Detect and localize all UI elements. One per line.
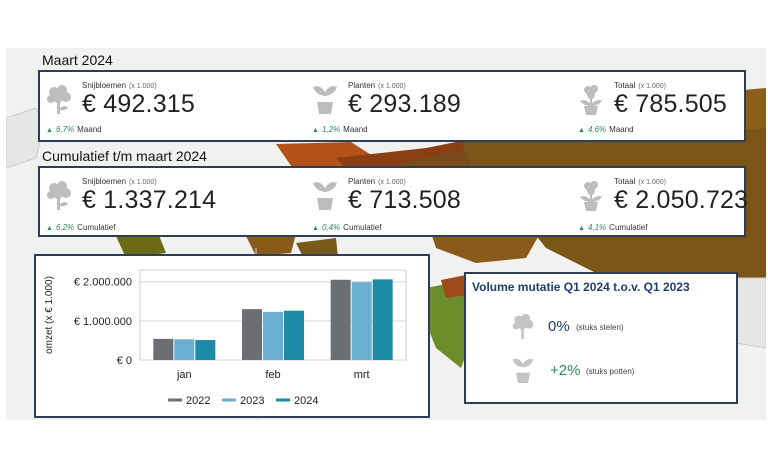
volume-row-potten: +2% (stuks potten) bbox=[510, 354, 710, 388]
volume-mutation-panel: Volume mutatie Q1 2024 t.o.v. Q1 2023 0%… bbox=[464, 272, 738, 404]
kpi-unit: (x 1.000) bbox=[129, 83, 157, 90]
bar-feb-2023 bbox=[263, 311, 283, 360]
potted-plant-icon bbox=[310, 178, 340, 212]
x-tick-label: feb bbox=[265, 369, 280, 381]
flower-icon bbox=[44, 178, 74, 212]
flower-icon bbox=[44, 82, 74, 116]
kpi-delta-pct: 6,7% bbox=[55, 125, 75, 134]
x-tick-label: mrt bbox=[354, 369, 370, 381]
bar-feb-2022 bbox=[242, 309, 262, 360]
y-tick-label: € 0 bbox=[117, 355, 132, 367]
kpi-delta-pct: 1,2% bbox=[321, 125, 341, 134]
kpi-label: Snijbloemen bbox=[82, 81, 127, 90]
flower-and-plant-icon bbox=[576, 178, 606, 212]
bar-jan-2023 bbox=[174, 339, 195, 360]
kpi-value: € 713.508 bbox=[348, 186, 462, 214]
flower-and-plant-icon bbox=[576, 82, 606, 116]
flower-icon bbox=[510, 310, 536, 342]
kpi-label: Snijbloemen bbox=[82, 177, 127, 186]
kpi-unit: (x 1.000) bbox=[638, 83, 666, 90]
potted-plant-icon bbox=[510, 354, 536, 386]
cumulative-section-title: Cumulatief t/m maart 2024 bbox=[42, 148, 207, 164]
volume-note: (stuks potten) bbox=[586, 367, 635, 376]
kpi-value: € 1.337.214 bbox=[82, 186, 217, 214]
kpi-unit: (x 1.000) bbox=[638, 179, 666, 186]
kpi-value: € 785.505 bbox=[614, 90, 728, 118]
up-arrow-icon: ▲ bbox=[578, 225, 585, 232]
kpi-snijbloemen-cumulative: Snijbloemen (x 1.000) € 1.337.214 ▲ 6,2% Cu… bbox=[44, 168, 284, 235]
kpi-value: € 293.189 bbox=[348, 90, 462, 118]
y-tick-label: € 1.000.000 bbox=[74, 316, 132, 328]
y-axis-label: omzet (x € 1.000) bbox=[44, 276, 55, 354]
bar-mrt-2023 bbox=[351, 282, 372, 360]
kpi-totaal-cumulative: Totaal (x 1.000) € 2.050.723 ▲ 4,1% Cumulat… bbox=[576, 168, 748, 235]
kpi-label: Totaal bbox=[614, 81, 636, 90]
kpi-delta-pct: 4,6% bbox=[587, 125, 607, 134]
kpi-snijbloemen-month: Snijbloemen (x 1.000) € 492.315 ▲ 6,7% Maan… bbox=[44, 72, 284, 140]
kpi-unit: (x 1.000) bbox=[378, 179, 406, 186]
volume-row-stelen: 0% (stuks stelen) bbox=[510, 310, 710, 344]
kpi-delta-pct: 0,4% bbox=[321, 223, 341, 232]
revenue-chart-panel: € 0 € 1.000.000 € 2.000.000 omzet (x € 1.00… bbox=[34, 254, 430, 418]
month-section-title: Maart 2024 bbox=[42, 52, 113, 68]
up-arrow-icon: ▲ bbox=[312, 127, 319, 134]
legend-label-2022: 2022 bbox=[186, 395, 210, 407]
kpi-delta-label: Maand bbox=[77, 125, 102, 134]
up-arrow-icon: ▲ bbox=[312, 225, 319, 232]
up-arrow-icon: ▲ bbox=[46, 127, 53, 134]
bar-mrt-2024 bbox=[372, 279, 393, 360]
bar-jan-2022 bbox=[153, 338, 174, 360]
x-tick-label: jan bbox=[176, 369, 192, 381]
kpi-totaal-month: Totaal (x 1.000) € 785.505 ▲ 4,6% Maand bbox=[576, 72, 744, 140]
kpi-label: Planten bbox=[348, 177, 376, 186]
cumulative-kpi-panel: Snijbloemen (x 1.000) € 1.337.214 ▲ 6,2% Cu… bbox=[38, 166, 748, 237]
volume-pct: 0% bbox=[548, 318, 570, 335]
volume-mutation-title: Volume mutatie Q1 2024 t.o.v. Q1 2023 bbox=[472, 280, 690, 294]
kpi-delta-label: Cumulatief bbox=[343, 223, 382, 232]
kpi-delta-label: Maand bbox=[609, 125, 634, 134]
kpi-delta-label: Cumulatief bbox=[77, 223, 116, 232]
potted-plant-icon bbox=[310, 82, 340, 116]
legend-label-2024: 2024 bbox=[294, 395, 318, 407]
revenue-bar-chart: € 0 € 1.000.000 € 2.000.000 omzet (x € 1.00… bbox=[44, 269, 407, 407]
up-arrow-icon: ▲ bbox=[46, 225, 53, 232]
up-arrow-icon: ▲ bbox=[578, 127, 585, 134]
volume-pct: +2% bbox=[550, 362, 581, 379]
kpi-unit: (x 1.000) bbox=[378, 83, 406, 90]
kpi-value: € 492.315 bbox=[82, 90, 196, 118]
kpi-delta-pct: 4,1% bbox=[587, 223, 607, 232]
legend-label-2023: 2023 bbox=[240, 395, 264, 407]
kpi-label: Planten bbox=[348, 81, 376, 90]
kpi-delta-pct: 6,2% bbox=[55, 223, 75, 232]
volume-note: (stuks stelen) bbox=[576, 323, 624, 332]
month-kpi-panel: Snijbloemen (x 1.000) € 492.315 ▲ 6,7% Maan… bbox=[38, 70, 746, 142]
kpi-delta-label: Maand bbox=[343, 125, 368, 134]
kpi-planten-month: Planten (x 1.000) € 293.189 ▲ 1,2% Maand bbox=[310, 72, 510, 140]
y-tick-label: € 2.000.000 bbox=[74, 277, 132, 289]
kpi-value: € 2.050.723 bbox=[614, 186, 749, 214]
kpi-label: Totaal bbox=[614, 177, 636, 186]
bar-feb-2024 bbox=[284, 310, 304, 360]
kpi-planten-cumulative: Planten (x 1.000) € 713.508 ▲ 0,4% Cumulati… bbox=[310, 168, 510, 235]
kpi-unit: (x 1.000) bbox=[129, 179, 157, 186]
bar-jan-2024 bbox=[195, 340, 216, 360]
bar-mrt-2022 bbox=[330, 279, 351, 360]
kpi-delta-label: Cumulatief bbox=[609, 223, 648, 232]
